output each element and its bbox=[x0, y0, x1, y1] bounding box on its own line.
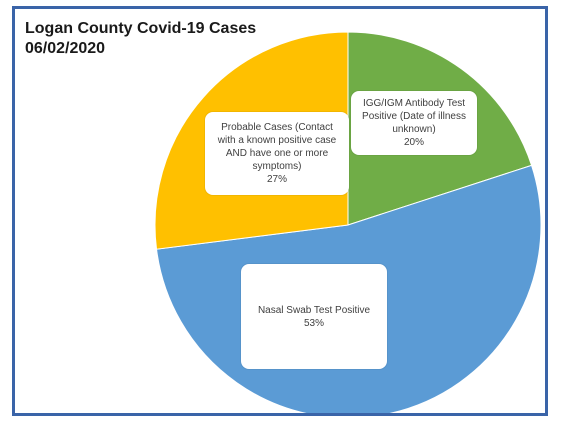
slice-label-text: IGG/IGM Antibody Test Positive (Date of … bbox=[362, 98, 466, 135]
slice-value-label: 20% bbox=[403, 137, 424, 148]
slice-label-nasal-swab: Nasal Swab Test Positive 53% bbox=[241, 264, 387, 369]
slice-label-text: Nasal Swab Test Positive bbox=[257, 304, 371, 316]
slice-label-probable: Probable Cases (Contact with a known pos… bbox=[205, 112, 349, 195]
slice-label-text: Probable Cases (Contact with a known pos… bbox=[217, 122, 337, 172]
chart-subtitle: 06/02/2020 bbox=[25, 40, 106, 57]
slice-value-label: 53% bbox=[303, 317, 324, 329]
slice-value-label: 27% bbox=[266, 174, 287, 185]
chart-title: Logan County Covid-19 Cases bbox=[25, 20, 257, 37]
chart-frame: Logan County Covid-19 Cases 06/02/2020 I… bbox=[12, 6, 548, 416]
chart-title-block: Logan County Covid-19 Cases 06/02/2020 bbox=[25, 19, 256, 59]
slice-label-antibody: IGG/IGM Antibody Test Positive (Date of … bbox=[351, 91, 477, 155]
